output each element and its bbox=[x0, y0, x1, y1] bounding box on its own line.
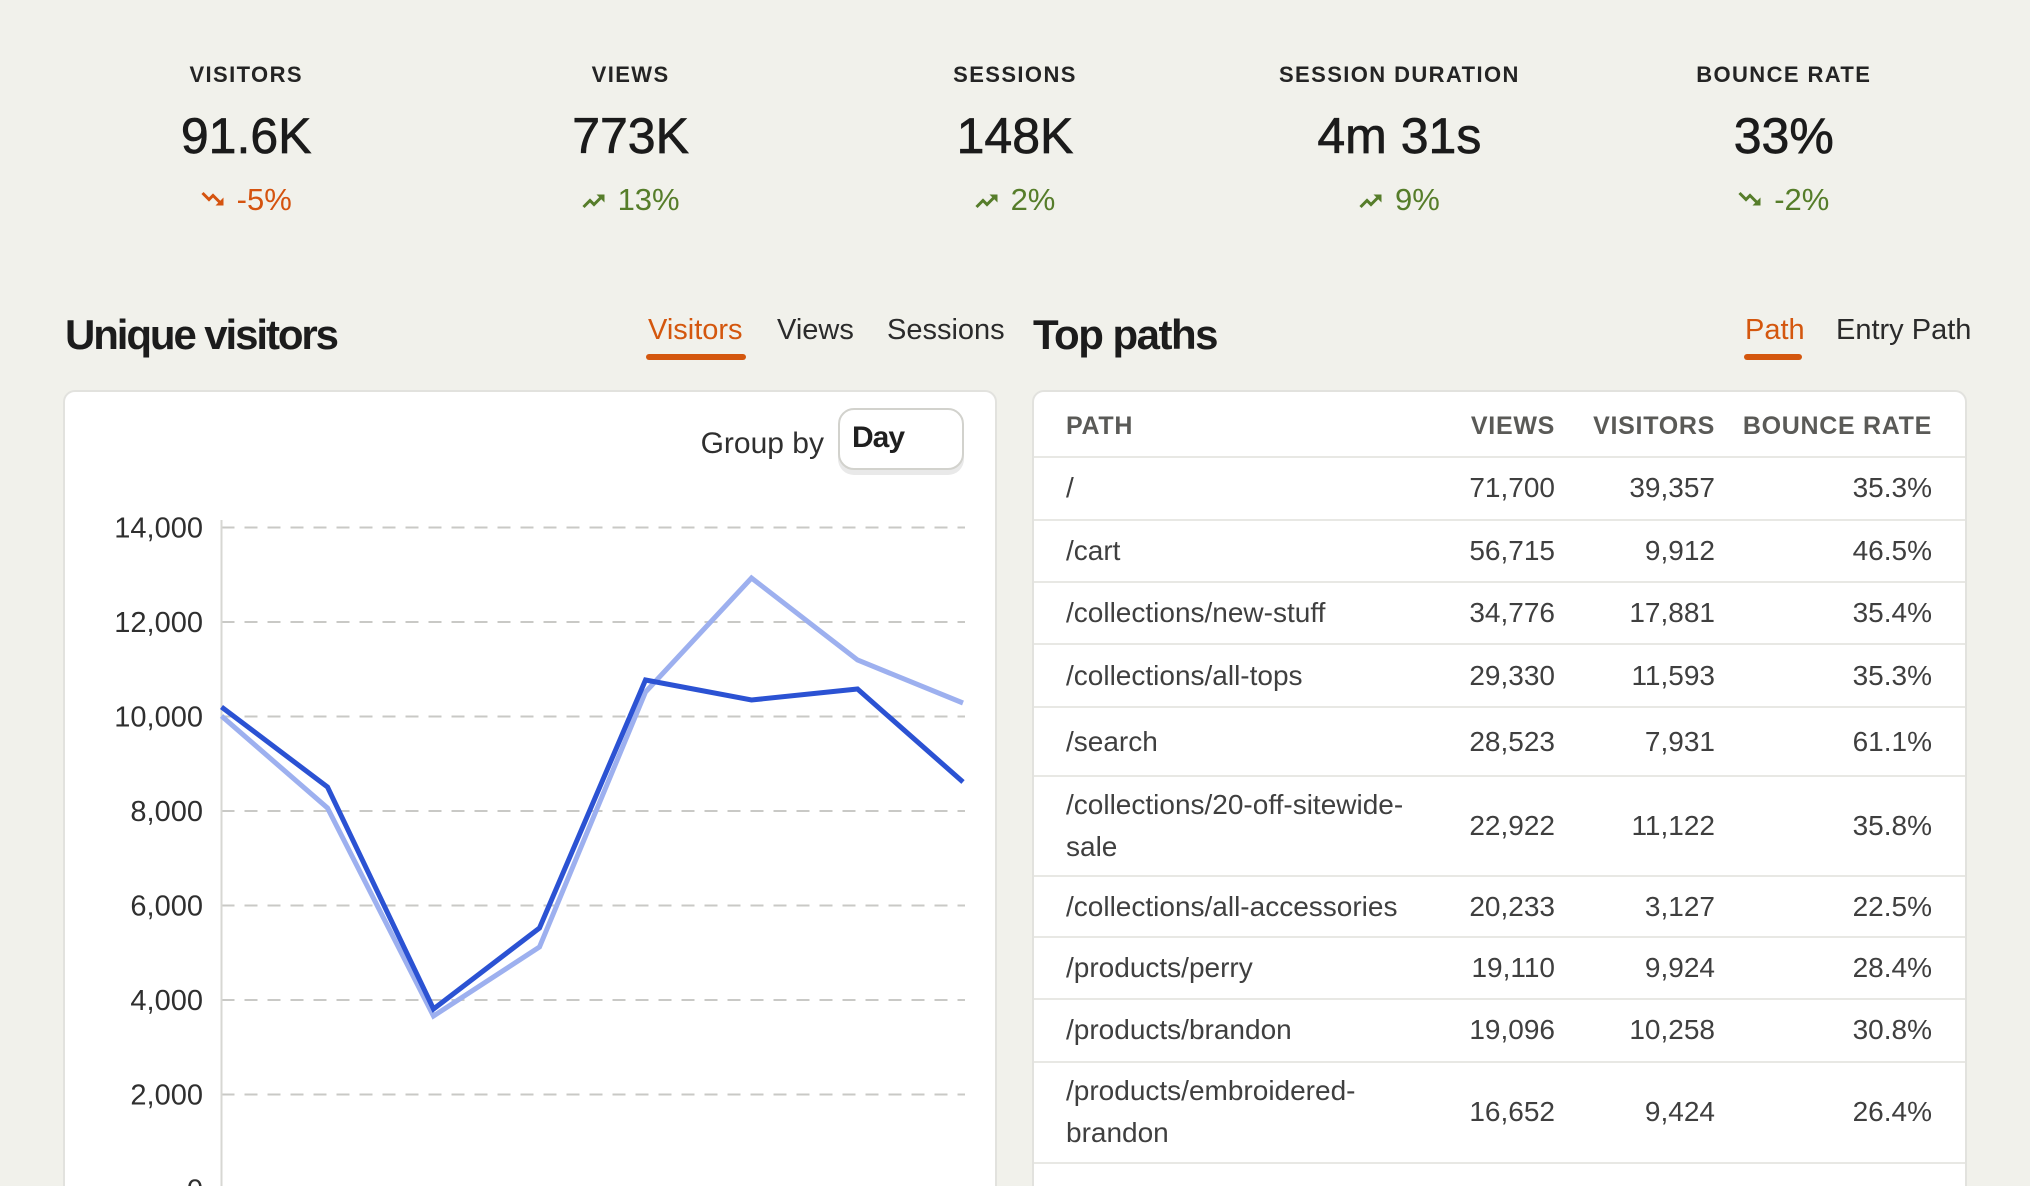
svg-text:2,000: 2,000 bbox=[130, 1080, 203, 1112]
svg-text:8,000: 8,000 bbox=[130, 796, 203, 828]
svg-text:12,000: 12,000 bbox=[114, 607, 203, 639]
svg-text:0: 0 bbox=[187, 1175, 203, 1186]
svg-text:14,000: 14,000 bbox=[114, 513, 203, 545]
svg-text:10,000: 10,000 bbox=[114, 702, 203, 734]
svg-text:4,000: 4,000 bbox=[130, 985, 203, 1017]
svg-text:6,000: 6,000 bbox=[130, 891, 203, 923]
